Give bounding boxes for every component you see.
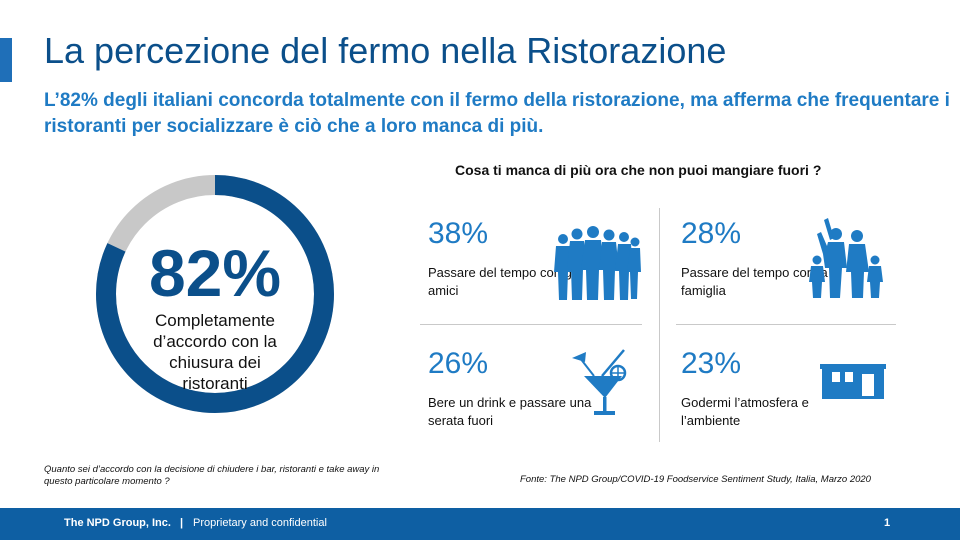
grid-divider-horizontal-left — [420, 324, 642, 325]
stat-description: Bere un drink e passare una serata fuori — [428, 395, 592, 428]
restaurant-building-icon — [818, 360, 888, 405]
donut-value-arc — [96, 175, 334, 413]
cocktail-icon — [566, 346, 630, 425]
title-accent-bar — [0, 38, 12, 82]
donut-ring — [96, 175, 334, 413]
grid-divider-horizontal-right — [676, 324, 896, 325]
stat-percentage: 23% — [681, 347, 742, 380]
stat-percentage: 28% — [681, 217, 742, 250]
stat-description: Passare del tempo con la famiglia — [681, 265, 828, 298]
slide-subtitle: L’82% degli italiani concorda totalmente… — [44, 90, 950, 137]
grid-divider-vertical — [659, 208, 660, 442]
source-note: Fonte: The NPD Group/COVID-19 Foodservic… — [520, 474, 871, 485]
footer-bar: The NPD Group, Inc. | Proprietary and co… — [0, 508, 960, 540]
page-number: 1 — [884, 517, 891, 529]
donut-value: 82% — [148, 236, 282, 310]
stat-family: 28% Passare del tempo con la famiglia — [681, 218, 851, 300]
question-heading: Cosa ti manca di più ora che non puoi ma… — [455, 162, 822, 178]
donut-label: Completamente d’accordo con la chiusura … — [153, 311, 277, 393]
stat-atmosphere: 23% Godermi l’atmosfera e l’ambiente — [681, 348, 851, 430]
footer-confidential: Proprietary and confidential — [193, 517, 327, 529]
group-of-friends-icon — [553, 224, 641, 305]
stat-drink: 26% Bere un drink e passare una serata f… — [428, 348, 598, 430]
donut-chart: 82% Completamente d’accordo con la chius… — [95, 174, 335, 414]
family-icon — [806, 216, 888, 305]
survey-question-footnote: Quanto sei d’accordo con la decisione di… — [44, 464, 380, 487]
stat-description: Godermi l’atmosfera e l’ambiente — [681, 395, 809, 428]
footer-separator: | — [180, 517, 184, 529]
footer-company: The NPD Group, Inc. — [64, 517, 171, 529]
slide-title: La percezione del fermo nella Ristorazio… — [44, 30, 727, 71]
stat-percentage: 38% — [428, 217, 489, 250]
stat-percentage: 26% — [428, 347, 489, 380]
stat-friends: 38% Passare del tempo con gli amici — [428, 218, 598, 300]
stat-description: Passare del tempo con gli amici — [428, 265, 578, 298]
